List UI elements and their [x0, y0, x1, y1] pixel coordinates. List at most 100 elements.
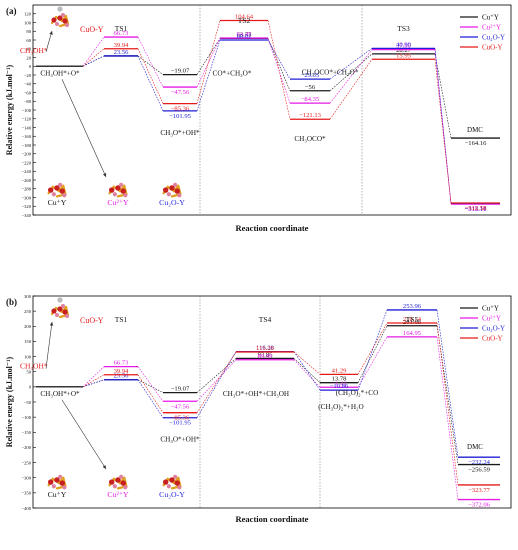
data-label: −372.06 — [468, 502, 491, 509]
catalyst-structure-icon — [47, 474, 67, 490]
stage-label: (CH₃O)₂*+CO — [336, 389, 379, 397]
y-tick-label: −100 — [22, 108, 32, 113]
y-tick-label: 0 — [29, 385, 32, 390]
structure-label: CH₃OH* — [20, 362, 48, 371]
data-label: 23.56 — [114, 373, 130, 380]
methyl-atom-icon — [57, 6, 63, 12]
connector — [137, 374, 164, 413]
connector — [137, 379, 164, 393]
connector — [196, 37, 221, 88]
data-label: 115.29 — [256, 345, 275, 352]
legend-entry: Cu₂O-Y — [482, 34, 505, 42]
data-label: −47.56 — [171, 403, 190, 410]
connector — [196, 38, 221, 75]
y-axis-label: Relative energy (kJ.mol⁻¹) — [5, 356, 14, 447]
data-label: −56 — [305, 84, 316, 91]
arrow-icon — [45, 30, 53, 52]
stage-label: CH₃O*+OH* — [160, 129, 200, 137]
data-label: −1.41 — [331, 380, 346, 387]
data-label: 13.78 — [332, 376, 348, 383]
data-label: −101.95 — [169, 420, 192, 427]
chart-panel-b: 300 250 200 150 100 50 0 −50 −100 −150 −200 −250 −30… — [5, 294, 512, 524]
y-tick-label: 100 — [24, 20, 32, 25]
data-label: −121.13 — [299, 112, 322, 119]
stage-label: CO*+CH₃O* — [213, 69, 252, 77]
structure-label: Cu⁺Y — [48, 490, 67, 499]
legend-entry: Cu⁺Y — [482, 305, 499, 313]
connector — [329, 53, 373, 91]
connector — [137, 55, 164, 75]
connector — [82, 379, 105, 388]
y-tick-label: −80 — [24, 99, 32, 104]
stage-label: CH₃O*+OH* — [160, 436, 200, 444]
y-tick-label: −160 — [22, 134, 32, 139]
data-label: −10.86 — [330, 383, 349, 390]
data-label: −84.35 — [301, 96, 320, 103]
connector — [137, 48, 164, 104]
connector — [329, 49, 373, 104]
connector — [137, 55, 164, 111]
chart-panel-a: 120 100 80 60 40 20 0 −20 −40 −60 −80 −100 −120 −140 −… — [5, 4, 512, 233]
connector — [137, 36, 164, 88]
arrow-icon — [61, 399, 107, 470]
catalyst-structure-icon — [162, 182, 182, 198]
connector — [434, 49, 452, 205]
y-tick-label: −120 — [22, 117, 32, 122]
data-label: 201.68 — [403, 319, 422, 326]
connector — [357, 309, 388, 391]
data-label: −47.56 — [171, 89, 190, 96]
stage-label: CH₃OH*+O* — [40, 390, 80, 398]
y-tick-label: 80 — [26, 29, 31, 34]
connector — [329, 59, 373, 120]
connector — [137, 379, 164, 418]
structure-label: CuO-Y — [80, 25, 104, 34]
connector — [196, 39, 221, 111]
ts-label: TS2 — [238, 16, 251, 25]
y-tick-label: 120 — [24, 12, 32, 17]
connector — [293, 351, 321, 391]
connector — [196, 351, 237, 413]
ts-label: TS1 — [115, 315, 128, 324]
connector — [329, 48, 373, 80]
data-label: 37.95 — [396, 43, 412, 50]
stage-label: (CH₃O)₂*+H₂O — [318, 403, 364, 411]
data-label: 23.56 — [114, 49, 130, 56]
connector — [436, 322, 459, 485]
catalyst-structure-icon — [47, 182, 67, 198]
connector — [82, 366, 105, 388]
y-tick-label: −100 — [22, 415, 32, 420]
connector — [196, 359, 237, 402]
y-tick-label: 20 — [26, 55, 31, 60]
y-tick-label: 60 — [26, 38, 31, 43]
connector — [357, 322, 388, 375]
x-axis-label: Reaction coordinate — [236, 514, 309, 524]
y-tick-label: −40 — [24, 82, 32, 87]
data-label: 89.49 — [258, 353, 274, 360]
y-tick-label: −250 — [22, 460, 32, 465]
catalyst-structure-icon — [108, 182, 128, 198]
data-label: 253.96 — [403, 303, 422, 310]
y-tick-label: −350 — [22, 491, 32, 496]
stage-label: CH₃O*+OH*+CH₃OH — [223, 390, 289, 398]
y-tick-label: −340 — [22, 213, 32, 218]
y-tick-label: 50 — [26, 370, 31, 375]
structure-label: Cu⁺Y — [48, 198, 67, 207]
data-label: −29.35 — [301, 72, 320, 79]
data-label: 116.38 — [256, 345, 275, 352]
data-label: −315.11 — [465, 206, 487, 213]
stage-label: CH₃OCO*+CH₃O* — [302, 68, 359, 76]
y-tick-label: −260 — [22, 178, 32, 183]
data-label: −85.36 — [171, 415, 190, 422]
connector — [137, 366, 164, 402]
catalyst-structure-icon — [108, 474, 128, 490]
ts-label: TS5 — [406, 315, 419, 324]
y-tick-label: −240 — [22, 169, 32, 174]
structure-label: Cu₂O-Y — [159, 490, 185, 499]
structure-label: Cu²⁺Y — [107, 490, 129, 499]
legend-entry: Cu⁺Y — [482, 14, 499, 22]
y-tick-label: −150 — [22, 430, 32, 435]
data-label: 66.73 — [114, 360, 130, 367]
connector — [434, 59, 452, 204]
data-label: 39.94 — [114, 42, 130, 49]
data-label: 104.64 — [235, 13, 254, 20]
